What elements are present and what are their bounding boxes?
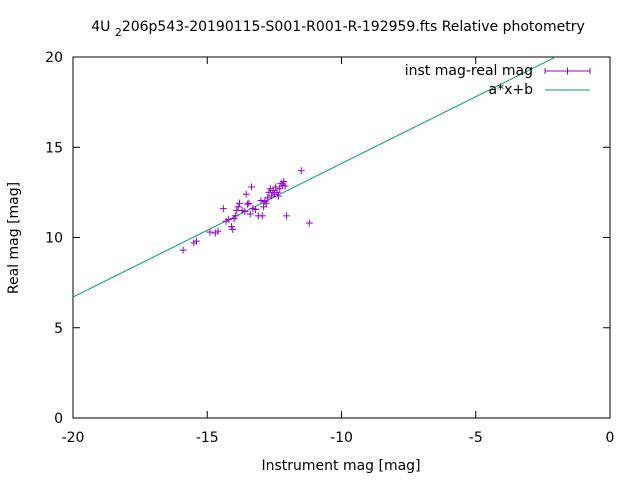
fit-line-layer	[73, 57, 557, 298]
data-point	[235, 199, 243, 207]
data-point	[269, 187, 277, 195]
y-tick-label: 5	[54, 321, 63, 337]
chart-title-before: 4U	[91, 19, 115, 35]
y-axis-label: Real mag [mag]	[6, 182, 22, 294]
data-point	[265, 188, 273, 196]
plot-area-border	[72, 56, 611, 419]
data-point	[225, 215, 233, 223]
legend-entry-0-symbol	[544, 67, 591, 75]
data-point	[245, 199, 253, 207]
data-point	[262, 199, 270, 207]
x-axis-label: Instrument mag [mag]	[261, 458, 420, 474]
data-point	[214, 227, 222, 235]
fit-line	[73, 57, 557, 298]
data-point	[282, 212, 290, 220]
chart-title-after: 206p543-20190115-S001-R001-R-192959.fts …	[122, 19, 585, 35]
data-point	[261, 197, 269, 205]
data-point	[274, 192, 282, 200]
legend: inst mag-real mag a*x+b	[405, 63, 591, 98]
data-point	[231, 212, 239, 220]
data-point	[219, 205, 227, 213]
data-point	[257, 196, 265, 204]
data-point	[248, 183, 256, 191]
data-point	[252, 206, 260, 214]
data-point	[276, 185, 284, 193]
data-point	[179, 246, 187, 254]
data-point	[272, 183, 280, 191]
x-tick-label: -5	[469, 430, 483, 446]
data-point	[234, 203, 242, 211]
x-tick-label: -10	[330, 430, 353, 446]
data-point	[281, 182, 289, 190]
data-point	[258, 212, 266, 220]
data-point	[246, 210, 254, 218]
chart-title-subscript: 2	[115, 26, 122, 39]
data-point	[280, 178, 288, 186]
data-point	[242, 190, 250, 198]
data-point	[193, 237, 201, 245]
y-tick-label: 15	[45, 140, 63, 156]
y-tick-label: 10	[45, 231, 63, 247]
data-points-layer	[179, 167, 313, 254]
data-point	[273, 188, 281, 196]
legend-entry-0-label: inst mag-real mag	[405, 63, 533, 79]
x-tick-label: 0	[606, 430, 615, 446]
axis-ticks	[72, 56, 611, 419]
data-point	[297, 167, 305, 175]
x-tick-label: -15	[196, 430, 219, 446]
data-point	[260, 203, 268, 211]
data-point	[241, 207, 249, 215]
data-point	[244, 200, 252, 208]
legend-entry-1-label: a*x+b	[489, 82, 534, 98]
chart-title: 4U 2206p543-20190115-S001-R001-R-192959.…	[91, 19, 585, 39]
y-tick-label: 0	[54, 411, 63, 427]
y-tick-label: 20	[45, 50, 63, 66]
x-tick-label: -20	[62, 430, 85, 446]
data-point	[305, 219, 313, 227]
data-point	[264, 194, 272, 202]
axis-tick-labels: -20 -15 -10 -5 0 0 5 10 15 20	[45, 50, 614, 446]
data-point	[229, 225, 237, 233]
data-point	[206, 228, 214, 236]
